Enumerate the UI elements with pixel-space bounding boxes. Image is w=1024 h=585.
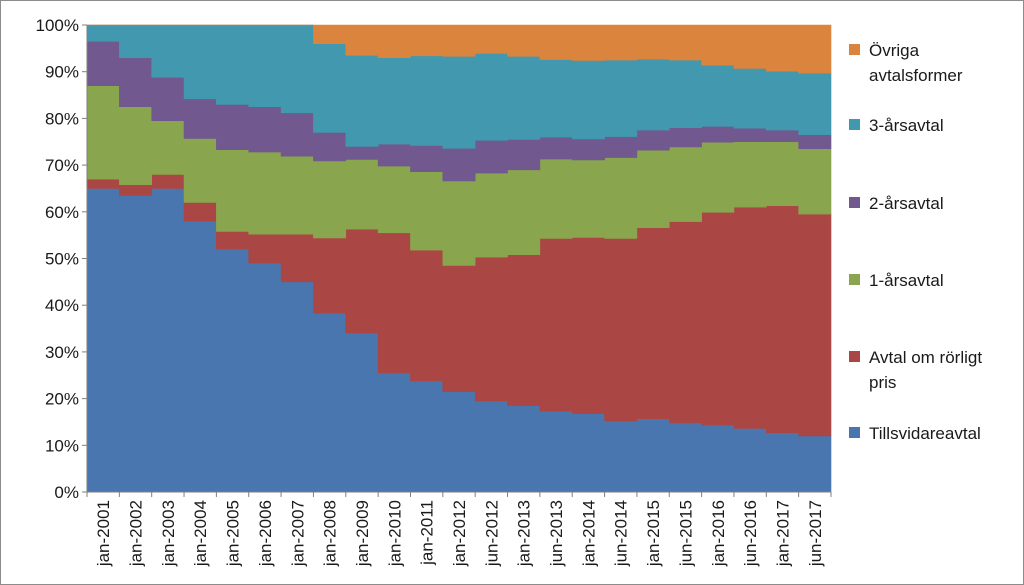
legend-item: 1-årsavtal bbox=[849, 271, 944, 290]
x-tick-label: jun-2014 bbox=[612, 500, 631, 567]
y-tick-label: 70% bbox=[45, 156, 79, 175]
x-tick-label: jan-2001 bbox=[94, 500, 113, 567]
x-tick-label: jan-2005 bbox=[224, 500, 243, 567]
legend-swatch bbox=[849, 427, 860, 438]
legend-item: 2-årsavtal bbox=[849, 194, 944, 213]
legend-item: Avtal om rörligt pris bbox=[849, 348, 982, 392]
x-tick-label: jan-2014 bbox=[579, 500, 598, 567]
legend-swatch bbox=[849, 274, 860, 285]
y-tick-label: 10% bbox=[45, 436, 79, 455]
x-tick-label: jan-2003 bbox=[159, 500, 178, 567]
x-tick-label: jan-2006 bbox=[256, 500, 275, 567]
y-tick-label: 90% bbox=[45, 63, 79, 82]
legend-label: pris bbox=[869, 373, 896, 392]
x-tick-label: jun-2017 bbox=[806, 500, 825, 567]
x-tick-label: jan-2012 bbox=[450, 500, 469, 567]
y-tick-label: 40% bbox=[45, 296, 79, 315]
legend-label: Övriga bbox=[869, 41, 920, 60]
x-tick-label: jan-2015 bbox=[644, 500, 663, 567]
x-tick-label: jan-2004 bbox=[191, 500, 210, 567]
legend-item: Övriga avtalsformer bbox=[849, 41, 963, 85]
x-tick-label: jan-2002 bbox=[127, 500, 146, 567]
x-tick-label: jan-2008 bbox=[321, 500, 340, 567]
legend-swatch bbox=[849, 197, 860, 208]
x-tick-label: jun-2012 bbox=[482, 500, 501, 567]
y-tick-label: 60% bbox=[45, 203, 79, 222]
legend-swatch bbox=[849, 44, 860, 55]
legend: Övriga avtalsformer 3-årsavtal 2-årsavtal 1-… bbox=[849, 41, 982, 443]
x-axis-ticks: jan-2001 jan-2002 jan-2003 jan-2004 jan-2005… bbox=[86, 492, 832, 567]
x-tick-label: jan-2009 bbox=[353, 500, 372, 567]
legend-item: Tillsvidareavtal bbox=[849, 424, 981, 443]
legend-label: 1-årsavtal bbox=[869, 271, 944, 290]
legend-label: Tillsvidareavtal bbox=[869, 424, 981, 443]
x-tick-label: jun-2016 bbox=[741, 500, 760, 567]
y-tick-label: 100% bbox=[36, 16, 79, 35]
legend-swatch bbox=[849, 119, 860, 130]
y-tick-label: 80% bbox=[45, 109, 79, 128]
legend-label: 2-årsavtal bbox=[869, 194, 944, 213]
x-tick-label: jan-2017 bbox=[773, 500, 792, 567]
area-series-ovriga-avtalsformer bbox=[87, 24, 832, 74]
x-tick-label: jan-2007 bbox=[288, 500, 307, 567]
legend-swatch bbox=[849, 351, 860, 362]
x-tick-label: jun-2013 bbox=[547, 500, 566, 567]
y-tick-label: 50% bbox=[45, 250, 79, 269]
legend-label: avtalsformer bbox=[869, 66, 963, 85]
x-tick-label: jan-2011 bbox=[418, 500, 437, 566]
x-tick-label: jun-2015 bbox=[676, 500, 695, 567]
y-tick-label: 20% bbox=[45, 390, 79, 409]
y-axis-ticks: 0% 10% 20% 30% 40% 50% 60% 70% 80% 90% 100% bbox=[36, 16, 87, 502]
legend-item: 3-årsavtal bbox=[849, 116, 944, 135]
y-tick-label: 0% bbox=[54, 483, 79, 502]
plot-areas bbox=[86, 24, 832, 493]
x-tick-label: jan-2010 bbox=[385, 500, 404, 567]
x-tick-label: jan-2013 bbox=[515, 500, 534, 567]
legend-label: 3-årsavtal bbox=[869, 116, 944, 135]
x-tick-label: jan-2016 bbox=[709, 500, 728, 567]
legend-label: Avtal om rörligt bbox=[869, 348, 982, 367]
y-tick-label: 30% bbox=[45, 343, 79, 362]
